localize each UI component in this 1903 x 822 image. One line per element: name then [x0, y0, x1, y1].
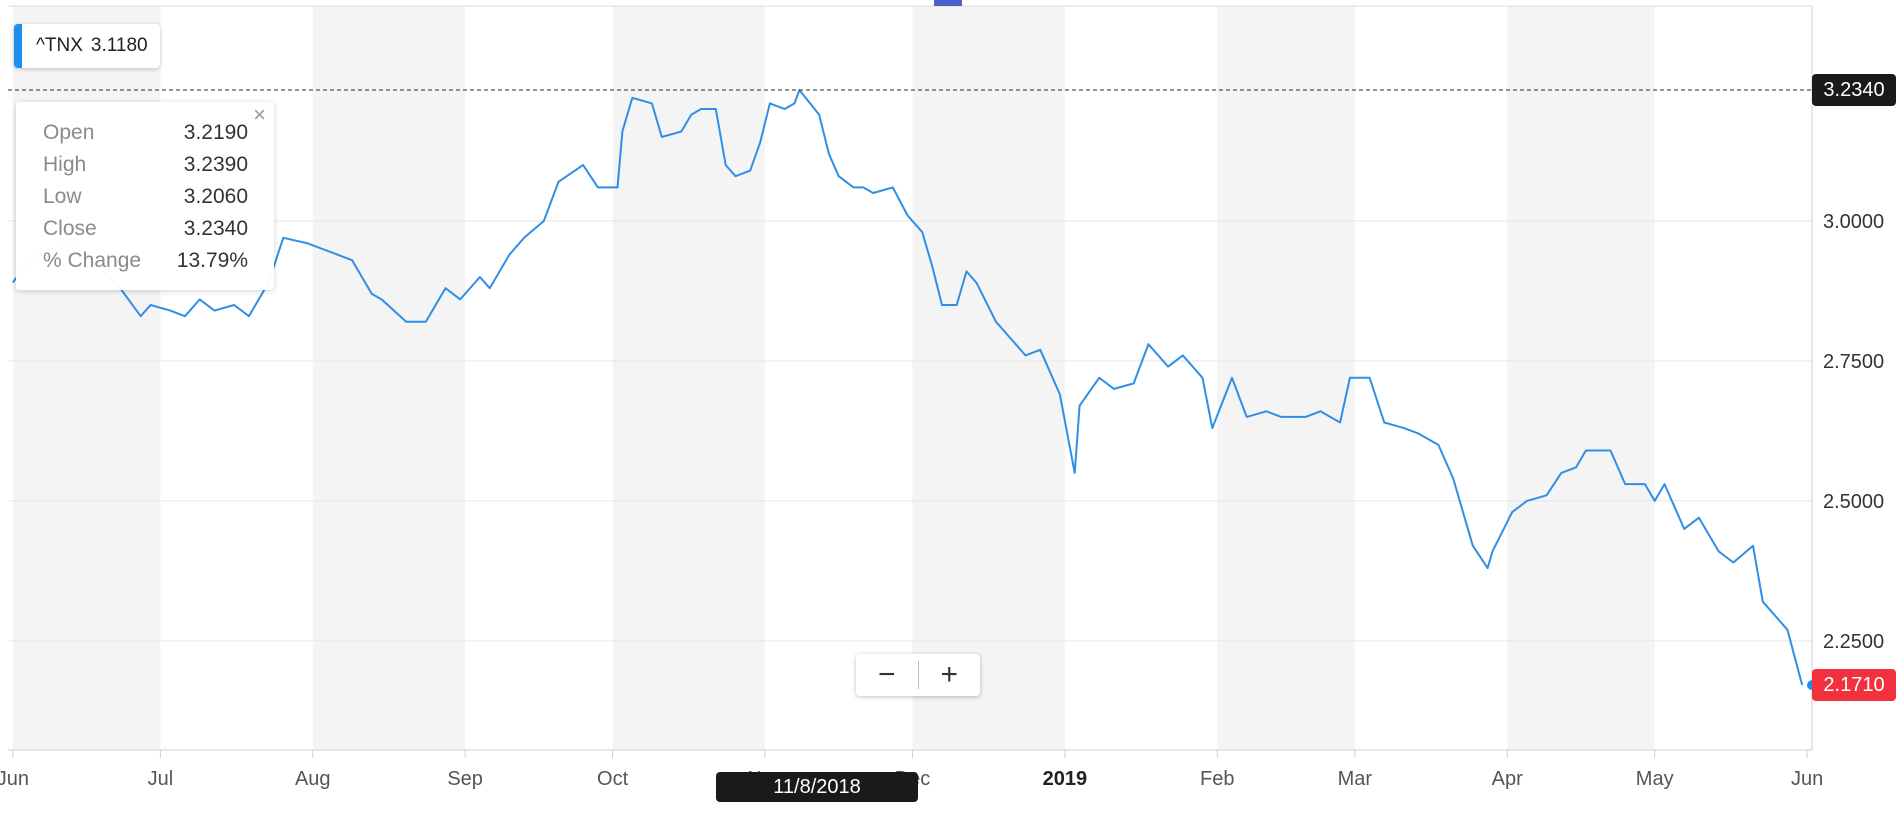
symbol-legend[interactable]: ^TNX 3.1180 — [14, 24, 160, 68]
series-line — [12, 89, 1804, 686]
y-tick-label: 2.7500 — [1823, 351, 1884, 373]
y-tick-label: 2.2500 — [1823, 631, 1884, 653]
month-band — [912, 6, 1065, 750]
tooltip-row-low: Low 3.2060 — [43, 182, 248, 212]
x-tick-label: May — [1636, 768, 1674, 790]
tooltip-value: 3.2390 — [183, 153, 248, 176]
crosshair-price-label: 3.2340 — [1812, 74, 1896, 106]
x-tick-label: Jun — [0, 768, 29, 790]
x-tick-label: Jun — [1791, 768, 1823, 790]
y-tick-label: 2.5000 — [1823, 491, 1884, 513]
zoom-out-button[interactable]: − — [877, 658, 896, 691]
crosshair-date-label: 11/8/2018 — [716, 772, 918, 802]
month-band — [612, 6, 765, 750]
x-tick-label: Apr — [1492, 768, 1523, 790]
range-handle[interactable] — [934, 0, 962, 6]
x-tick-label: Oct — [597, 768, 629, 790]
month-band — [1507, 6, 1655, 750]
y-tick-label: 3.0000 — [1823, 211, 1884, 233]
legend-value: 3.1180 — [90, 35, 148, 56]
zoom-in-button[interactable]: + — [940, 658, 958, 691]
zoom-controls: − + — [856, 654, 980, 696]
zoom-divider — [917, 661, 919, 689]
tooltip-row-high: High 3.2390 — [43, 150, 248, 180]
ohlc-tooltip: × Open 3.2190 High 3.2390 Low 3.2060 Clo… — [16, 102, 274, 290]
month-band — [312, 6, 466, 750]
month-band — [1217, 6, 1355, 750]
tooltip-label: Low — [43, 185, 82, 208]
x-tick-label: Sep — [447, 768, 483, 790]
tooltip-row-change: % Change 13.79% — [43, 246, 248, 276]
series-color-swatch — [14, 24, 22, 68]
x-tick-label: Aug — [295, 768, 331, 790]
legend-symbol: ^TNX — [36, 35, 83, 56]
x-tick-label: Mar — [1338, 768, 1373, 790]
tooltip-value: 3.2340 — [183, 217, 248, 240]
tooltip-row-close: Close 3.2340 — [43, 214, 248, 244]
x-tick-label: 2019 — [1043, 768, 1088, 790]
tooltip-row-open: Open 3.2190 — [43, 118, 248, 148]
tooltip-label: Open — [43, 121, 95, 144]
x-tick-label: Jul — [148, 768, 174, 790]
x-tick-label: Feb — [1200, 768, 1234, 790]
tooltip-value: 3.2060 — [183, 185, 248, 208]
last-price-label: 2.1710 — [1812, 669, 1896, 702]
tooltip-label: High — [43, 153, 87, 176]
tooltip-value: 3.2190 — [183, 121, 248, 144]
tooltip-label: % Change — [43, 249, 142, 272]
tooltip-value: 13.79% — [176, 249, 248, 272]
close-icon[interactable]: × — [253, 102, 266, 127]
tooltip-label: Close — [43, 217, 97, 240]
